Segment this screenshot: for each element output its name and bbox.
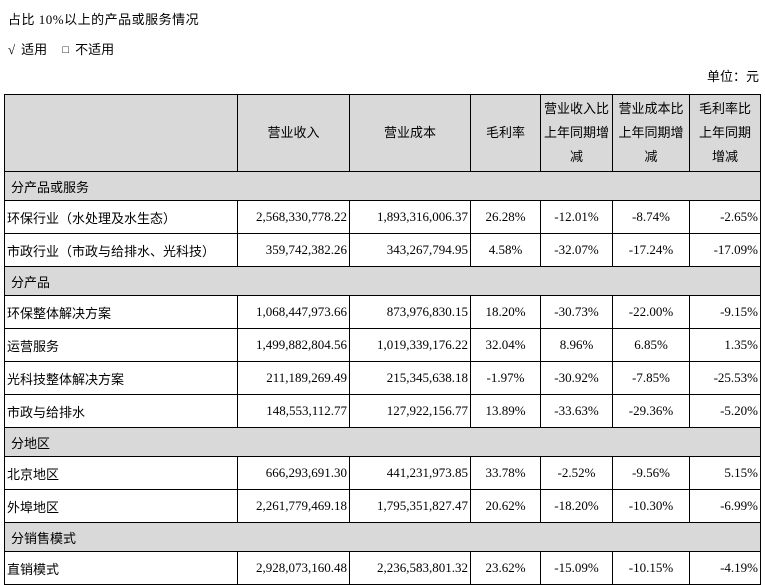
section-label: 分销售模式: [4, 522, 761, 552]
value-cell: -30.73%: [540, 295, 613, 329]
value-cell: 1.35%: [689, 328, 761, 362]
value-cell: 215,345,638.18: [349, 361, 471, 395]
value-cell: 2,928,073,160.48: [237, 551, 350, 585]
value-cell: 13.89%: [470, 394, 541, 428]
unit-label: 单位：元: [706, 69, 759, 84]
row-label: 光科技整体解决方案: [4, 361, 238, 395]
value-cell: -22.00%: [612, 295, 690, 329]
value-cell: 2,568,330,778.22: [237, 200, 350, 234]
value-cell: 26.28%: [470, 200, 541, 234]
value-cell: -17.24%: [612, 233, 690, 267]
value-cell: -15.09%: [540, 551, 613, 585]
value-cell: 211,189,269.49: [237, 361, 350, 395]
empty-checkbox-icon: □: [62, 44, 70, 56]
value-cell: 441,231,973.85: [349, 456, 471, 490]
check-mark-icon: √: [8, 42, 16, 57]
not-applicable-label: 不适用: [75, 42, 115, 57]
value-cell: -9.56%: [612, 456, 690, 490]
value-cell: -10.15%: [612, 551, 690, 585]
value-cell: -17.09%: [689, 233, 761, 267]
value-cell: -25.53%: [689, 361, 761, 395]
table-header-row: 营业收入 营业成本 毛利率 营业收入比上年同期增减 营业成本比上年同期增减 毛利…: [4, 94, 761, 172]
value-cell: -9.15%: [689, 295, 761, 329]
value-cell: 148,553,112.77: [237, 394, 350, 428]
applicability-line: √ 适用 □ 不适用: [8, 39, 765, 58]
table-row: 外埠地区 2,261,779,469.18 1,795,351,827.47 20.6…: [4, 489, 761, 523]
section-row: 分产品或服务: [4, 171, 761, 201]
table-row: 光科技整体解决方案 211,189,269.49 215,345,638.18 -1.…: [4, 361, 761, 395]
row-label: 运营服务: [4, 328, 238, 362]
value-cell: 5.15%: [689, 456, 761, 490]
col-header-revenue-yoy: 营业收入比上年同期增减: [540, 94, 613, 172]
row-label: 市政行业（市政与给排水、光科技）: [4, 233, 238, 267]
table-row: 环保整体解决方案 1,068,447,973.66 873,976,830.15 18…: [4, 295, 761, 329]
products-services-table: 营业收入 营业成本 毛利率 营业收入比上年同期增减 营业成本比上年同期增减 毛利…: [4, 94, 761, 585]
section-row: 分地区: [4, 427, 761, 457]
col-header-revenue: 营业收入: [237, 94, 350, 172]
value-cell: 666,293,691.30: [237, 456, 350, 490]
value-cell: 2,261,779,469.18: [237, 489, 350, 523]
value-cell: 127,922,156.77: [349, 394, 471, 428]
section-label: 分地区: [4, 427, 761, 457]
value-cell: 33.78%: [470, 456, 541, 490]
value-cell: -6.99%: [689, 489, 761, 523]
value-cell: 343,267,794.95: [349, 233, 471, 267]
row-label: 环保行业（水处理及水生态）: [4, 200, 238, 234]
col-header-gross-margin: 毛利率: [470, 94, 541, 172]
table-row: 市政与给排水 148,553,112.77 127,922,156.77 13.89%…: [4, 394, 761, 428]
value-cell: 23.62%: [470, 551, 541, 585]
value-cell: -4.19%: [689, 551, 761, 585]
value-cell: -2.52%: [540, 456, 613, 490]
value-cell: -8.74%: [612, 200, 690, 234]
page-title: 占比 10%以上的产品或服务情况: [8, 12, 200, 27]
row-label: 环保整体解决方案: [4, 295, 238, 329]
value-cell: 1,795,351,827.47: [349, 489, 471, 523]
value-cell: 1,893,316,006.37: [349, 200, 471, 234]
col-header-margin-yoy: 毛利率比上年同期增减: [689, 94, 761, 172]
value-cell: -33.63%: [540, 394, 613, 428]
table-row: 运营服务 1,499,882,804.56 1,019,339,176.22 32.0…: [4, 328, 761, 362]
value-cell: 1,019,339,176.22: [349, 328, 471, 362]
col-header-blank: [4, 94, 238, 172]
value-cell: 32.04%: [470, 328, 541, 362]
value-cell: -5.20%: [689, 394, 761, 428]
col-header-cost-yoy: 营业成本比上年同期增减: [612, 94, 690, 172]
section-row: 分产品: [4, 266, 761, 296]
table-row: 北京地区 666,293,691.30 441,231,973.85 33.78% -2…: [4, 456, 761, 490]
value-cell: -32.07%: [540, 233, 613, 267]
value-cell: -1.97%: [470, 361, 541, 395]
value-cell: 359,742,382.26: [237, 233, 350, 267]
report-page: 占比 10%以上的产品或服务情况 √ 适用 □ 不适用 单位：元 营业收入 营业成本…: [0, 9, 765, 585]
value-cell: -29.36%: [612, 394, 690, 428]
value-cell: 873,976,830.15: [349, 295, 471, 329]
value-cell: 18.20%: [470, 295, 541, 329]
value-cell: -30.92%: [540, 361, 613, 395]
table-row: 直销模式 2,928,073,160.48 2,236,583,801.32 23.6…: [4, 551, 761, 585]
table-row: 市政行业（市政与给排水、光科技） 359,742,382.26 343,267,79…: [4, 233, 761, 267]
value-cell: -18.20%: [540, 489, 613, 523]
value-cell: 2,236,583,801.32: [349, 551, 471, 585]
row-label: 直销模式: [4, 551, 238, 585]
value-cell: 6.85%: [612, 328, 690, 362]
value-cell: -10.30%: [612, 489, 690, 523]
row-label: 外埠地区: [4, 489, 238, 523]
applicable-label: 适用: [21, 42, 48, 57]
value-cell: 1,499,882,804.56: [237, 328, 350, 362]
value-cell: 1,068,447,973.66: [237, 295, 350, 329]
value-cell: 4.58%: [470, 233, 541, 267]
section-label: 分产品: [4, 266, 761, 296]
value-cell: -7.85%: [612, 361, 690, 395]
row-label: 市政与给排水: [4, 394, 238, 428]
value-cell: -12.01%: [540, 200, 613, 234]
row-label: 北京地区: [4, 456, 238, 490]
value-cell: 8.96%: [540, 328, 613, 362]
value-cell: -2.65%: [689, 200, 761, 234]
value-cell: 20.62%: [470, 489, 541, 523]
table-row: 环保行业（水处理及水生态） 2,568,330,778.22 1,893,316,0…: [4, 200, 761, 234]
col-header-cost: 营业成本: [349, 94, 471, 172]
section-row: 分销售模式: [4, 522, 761, 552]
section-label: 分产品或服务: [4, 171, 761, 201]
